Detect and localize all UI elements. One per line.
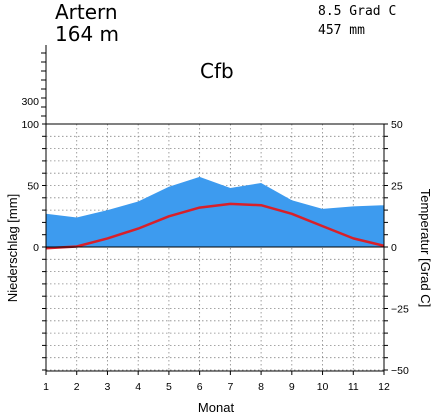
precip-tick-label: 100 <box>21 119 39 131</box>
left-axis-label: Niederschlag [mm] <box>5 194 20 302</box>
precip-tick-label: 0 <box>33 242 39 254</box>
station-name: Artern <box>55 0 118 24</box>
right-axis-label: Temperatur [Grad C] <box>418 189 433 308</box>
month-tick-label: 8 <box>258 381 264 393</box>
temp-tick-label: 50 <box>391 119 403 131</box>
mean-temperature: 8.5 Grad C <box>318 4 396 19</box>
month-tick-label: 6 <box>197 381 203 393</box>
precip-tick-label: 50 <box>27 181 39 193</box>
month-tick-label: 9 <box>289 381 295 393</box>
month-tick-label: 1 <box>43 381 49 393</box>
axes <box>41 45 388 375</box>
precipitation-area <box>46 176 384 247</box>
temperature-line <box>45 202 385 250</box>
month-tick-label: 5 <box>166 381 172 393</box>
temp-tick-label: −50 <box>391 365 409 377</box>
month-tick-label: 7 <box>227 381 233 393</box>
month-tick-label: 3 <box>105 381 111 393</box>
month-tick-label: 2 <box>74 381 80 393</box>
x-axis-label: Monat <box>198 400 235 415</box>
station-elevation: 164 m <box>55 22 119 46</box>
month-tick-label: 4 <box>135 381 141 393</box>
temp-tick-label: −25 <box>391 304 409 316</box>
temp-tick-label: 0 <box>391 242 397 254</box>
month-tick-label: 12 <box>378 381 390 393</box>
precip-upper-tick-label: 300 <box>21 96 39 108</box>
climate-classification: Cfb <box>200 59 234 83</box>
annual-precipitation: 457 mm <box>318 23 365 38</box>
month-tick-label: 11 <box>348 381 359 393</box>
month-tick-label: 10 <box>317 381 329 393</box>
temp-tick-label: 25 <box>391 181 403 193</box>
